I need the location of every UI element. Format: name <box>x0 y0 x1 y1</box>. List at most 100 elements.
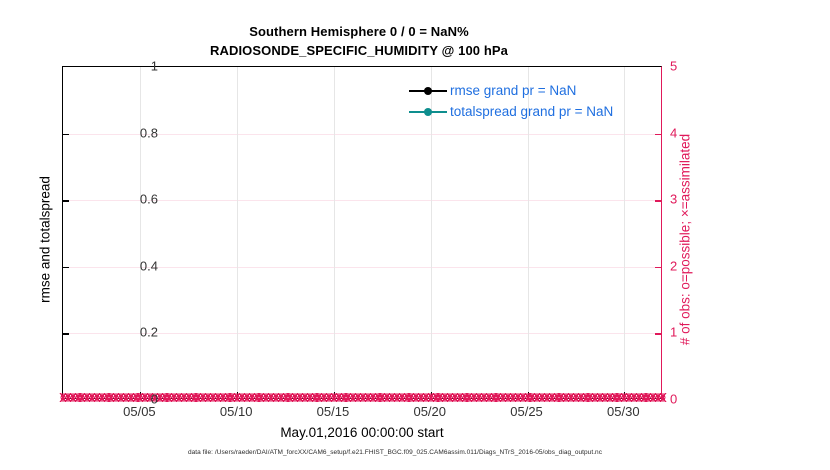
gridline-horizontal <box>63 266 661 268</box>
obs-assimilated-marker <box>78 393 86 402</box>
obs-possible-marker <box>447 395 453 400</box>
obs-possible-marker <box>510 395 516 400</box>
obs-assimilated-marker <box>601 393 609 402</box>
obs-possible-marker <box>399 395 405 400</box>
obs-assimilated-marker <box>606 393 614 402</box>
obs-possible-marker <box>626 395 632 400</box>
obs-assimilated-marker <box>228 393 236 402</box>
axis-tick <box>430 392 432 398</box>
obs-possible-marker <box>278 395 284 400</box>
obs-assimilated-marker <box>122 393 130 402</box>
data-file-caption: data file: /Users/raeder/DAI/ATM_forcXX/… <box>187 449 603 456</box>
gridline-vertical <box>624 67 626 398</box>
obs-possible-marker <box>186 395 192 400</box>
obs-possible-marker <box>558 395 564 400</box>
obs-possible-marker <box>612 395 618 400</box>
obs-assimilated-marker <box>112 393 120 402</box>
gridline-horizontal <box>63 200 661 202</box>
obs-assimilated-marker <box>383 393 391 402</box>
obs-assimilated-marker <box>485 393 493 402</box>
obs-possible-marker <box>370 395 376 400</box>
y-tick-label-left: 0.4 <box>139 258 158 274</box>
obs-possible-marker <box>336 395 342 400</box>
obs-assimilated-marker <box>586 393 594 402</box>
legend-item-rmse[interactable]: rmse grand pr = NaN <box>409 80 613 101</box>
gridline-vertical <box>333 67 335 398</box>
legend-marker-rmse-icon <box>409 85 447 97</box>
obs-assimilated-marker <box>461 393 469 402</box>
obs-possible-marker <box>616 395 622 400</box>
obs-assimilated-marker <box>243 393 251 402</box>
obs-assimilated-marker <box>644 393 652 402</box>
legend-item-totalspread[interactable]: totalspread grand pr = NaN <box>409 101 613 122</box>
obs-possible-marker <box>302 395 308 400</box>
obs-possible-marker <box>602 395 608 400</box>
obs-assimilated-marker <box>475 393 483 402</box>
obs-possible-marker <box>123 395 129 400</box>
obs-assimilated-marker <box>103 393 111 402</box>
x-tick-label: 05/30 <box>607 404 640 419</box>
obs-possible-marker <box>210 395 216 400</box>
obs-possible-marker <box>650 395 656 400</box>
y-axis-title-right: # of obs: o=possible; ×=assimilated <box>677 133 693 346</box>
obs-possible-marker <box>200 395 206 400</box>
obs-possible-marker <box>181 395 187 400</box>
obs-assimilated-marker <box>494 393 502 402</box>
obs-assimilated-marker <box>170 393 178 402</box>
obs-possible-marker <box>113 395 119 400</box>
obs-possible-marker <box>292 395 298 400</box>
axis-tick <box>63 133 69 135</box>
obs-possible-marker <box>345 395 351 400</box>
y-tick-label-left: 1 <box>150 58 158 74</box>
obs-possible-marker <box>191 395 197 400</box>
obs-assimilated-marker <box>282 393 290 402</box>
x-tick-label: 05/20 <box>413 404 447 419</box>
obs-possible-marker <box>481 395 487 400</box>
obs-assimilated-marker <box>654 393 662 402</box>
obs-assimilated-marker <box>407 393 415 402</box>
obs-possible-marker <box>297 395 303 400</box>
obs-possible-marker <box>118 395 124 400</box>
axis-tick <box>63 333 69 335</box>
obs-assimilated-marker <box>344 393 352 402</box>
obs-possible-marker <box>520 395 526 400</box>
obs-assimilated-marker <box>209 393 217 402</box>
obs-assimilated-marker <box>301 393 309 402</box>
axis-tick <box>63 200 69 202</box>
obs-possible-marker <box>389 395 395 400</box>
obs-possible-marker <box>273 395 279 400</box>
obs-possible-marker <box>225 395 231 400</box>
obs-possible-marker <box>655 395 661 400</box>
obs-assimilated-marker <box>248 393 256 402</box>
axis-tick <box>655 133 661 135</box>
obs-assimilated-marker <box>412 393 420 402</box>
obs-assimilated-marker <box>591 393 599 402</box>
obs-assimilated-marker <box>132 393 140 402</box>
obs-assimilated-marker <box>354 393 362 402</box>
axis-tick <box>624 392 626 398</box>
obs-assimilated-marker <box>630 393 638 402</box>
y-tick-label-left: 0 <box>150 391 158 407</box>
obs-possible-marker <box>631 395 637 400</box>
obs-possible-marker <box>452 395 458 400</box>
obs-assimilated-marker <box>557 393 565 402</box>
obs-assimilated-marker <box>267 393 275 402</box>
y-tick-label-left: 0.2 <box>139 324 158 340</box>
obs-possible-marker <box>341 395 347 400</box>
obs-possible-marker <box>60 395 66 400</box>
axis-tick <box>655 200 661 202</box>
obs-possible-marker <box>142 395 148 400</box>
obs-assimilated-marker <box>562 393 570 402</box>
axis-tick <box>333 392 335 398</box>
legend-label-rmse: rmse grand pr = NaN <box>450 83 577 98</box>
axis-tick <box>527 392 529 398</box>
obs-assimilated-marker <box>64 393 72 402</box>
obs-assimilated-marker <box>528 393 536 402</box>
obs-assimilated-marker <box>306 393 314 402</box>
obs-possible-marker <box>263 395 269 400</box>
obs-assimilated-marker <box>417 393 425 402</box>
obs-possible-marker <box>239 395 245 400</box>
obs-assimilated-marker <box>286 393 294 402</box>
obs-assimilated-marker <box>340 393 348 402</box>
obs-assimilated-marker <box>320 393 328 402</box>
